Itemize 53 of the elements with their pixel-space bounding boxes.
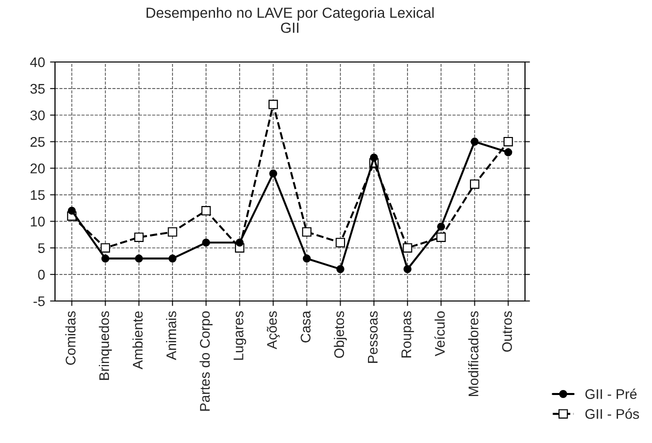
point (268, 100, 278, 110)
y-tick-label: 15 (30, 190, 45, 200)
point (168, 227, 178, 237)
x-tick-label: Outros (502, 311, 512, 352)
x-tick-label: Objetos (334, 311, 347, 358)
point (336, 265, 344, 274)
y-tick-label: 40 (30, 57, 45, 68)
point (134, 254, 143, 263)
point (504, 136, 513, 146)
x-tick-label: Casa (300, 310, 311, 342)
point (236, 238, 244, 247)
x-tick-label: Animais (166, 311, 176, 360)
point (402, 243, 412, 253)
y-tick-label: 25 (30, 137, 45, 147)
x-tick-label: Ambiente (132, 311, 143, 370)
point (168, 254, 176, 263)
point (370, 154, 378, 162)
x-tick-label: Brinquedos (98, 311, 112, 380)
chart-subtitle: GII (281, 22, 298, 33)
legend-label: GII - Pós (585, 408, 639, 419)
y-tick-label: 0 (38, 270, 45, 280)
point (302, 254, 311, 263)
point (302, 227, 312, 237)
point (436, 232, 446, 242)
legend-label: GII - Pré (585, 388, 637, 400)
point (68, 206, 76, 215)
x-tick-label: Modificadores (468, 311, 478, 396)
x-tick-label: Pessoas (368, 311, 378, 363)
y-tick-label: 10 (30, 216, 45, 227)
x-tick-label: Partes do Corpo (200, 311, 213, 411)
y-tick-label: 5 (38, 243, 45, 254)
point (134, 232, 144, 242)
point (336, 238, 346, 248)
y-tick-label: 20 (30, 164, 45, 174)
x-tick-label: Roupas (402, 311, 414, 358)
point (269, 170, 278, 178)
point (100, 243, 110, 253)
chart-title: Desempenho no LAVE por Categoria Lexical (146, 7, 434, 21)
point (470, 138, 479, 146)
point (201, 206, 211, 216)
y-tick-label: 35 (30, 84, 45, 94)
point (404, 265, 412, 274)
y-tick-label: 30 (30, 110, 45, 120)
point (101, 254, 110, 263)
y-tick-label: -5 (34, 296, 45, 306)
point (504, 148, 512, 156)
x-tick-label: Comidas (65, 311, 76, 365)
point (437, 222, 446, 231)
x-tick-label: Veículo (434, 311, 445, 356)
x-tick-label: Ações (266, 311, 280, 350)
point (470, 179, 480, 189)
x-tick-label: Lugares (234, 311, 246, 360)
point (202, 238, 210, 247)
